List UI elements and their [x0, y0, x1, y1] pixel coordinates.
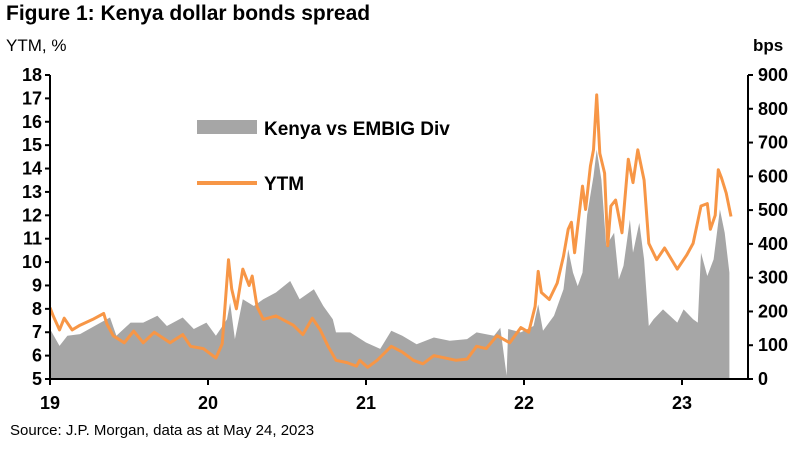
x-tick-label: 23: [672, 393, 692, 413]
left-tick-label: 17: [22, 88, 42, 108]
left-tick-label: 13: [22, 182, 42, 202]
left-tick-label: 11: [23, 229, 42, 249]
legend-swatch-spread: [197, 120, 257, 134]
left-tick-label: 6: [32, 346, 42, 366]
plot-area: [48, 93, 733, 379]
x-tick-label: 22: [514, 393, 534, 413]
left-tick-label: 12: [22, 205, 42, 225]
right-tick-label: 200: [758, 301, 788, 321]
legend-label-ytm: YTM: [264, 174, 304, 195]
x-tick-label: 20: [198, 393, 218, 413]
legend: Kenya vs EMBIG Div YTM: [197, 119, 450, 195]
left-tick-label: 7: [32, 322, 42, 342]
left-tick-label: 15: [22, 135, 42, 155]
x-tick-label: 21: [356, 393, 376, 413]
right-tick-label: 300: [758, 268, 788, 288]
left-tick-label: 10: [22, 252, 42, 272]
right-tick-label: 500: [758, 200, 788, 220]
left-axis-label: YTM, %: [6, 36, 67, 55]
right-tick-label: 800: [758, 99, 788, 119]
ytm-line: [48, 93, 733, 369]
left-tick-label: 9: [32, 275, 42, 295]
left-tick-label: 18: [22, 65, 42, 85]
chart-title: Figure 1: Kenya dollar bonds spread: [6, 2, 371, 25]
x-tick-label: 19: [40, 393, 60, 413]
right-tick-label: 0: [758, 369, 768, 389]
right-tick-label: 700: [758, 133, 788, 153]
right-tick-label: 900: [758, 65, 788, 85]
spread-area: [50, 149, 730, 379]
left-tick-label: 16: [22, 112, 42, 132]
right-tick-label: 100: [758, 335, 788, 355]
right-tick-label: 400: [758, 234, 788, 254]
right-tick-label: 600: [758, 166, 788, 186]
source-note: Source: J.P. Morgan, data as at May 24, …: [10, 422, 315, 439]
left-tick-label: 14: [22, 159, 42, 179]
left-tick-label: 8: [32, 299, 42, 319]
axes: 5 6 7 8 9 10 11 12 13 14 15 16 17 18 0 100 200 300 400 500 6…: [22, 65, 788, 413]
left-tick-label: 5: [32, 369, 42, 389]
legend-label-spread: Kenya vs EMBIG Div: [264, 119, 450, 140]
right-axis-label: bps: [753, 36, 784, 55]
